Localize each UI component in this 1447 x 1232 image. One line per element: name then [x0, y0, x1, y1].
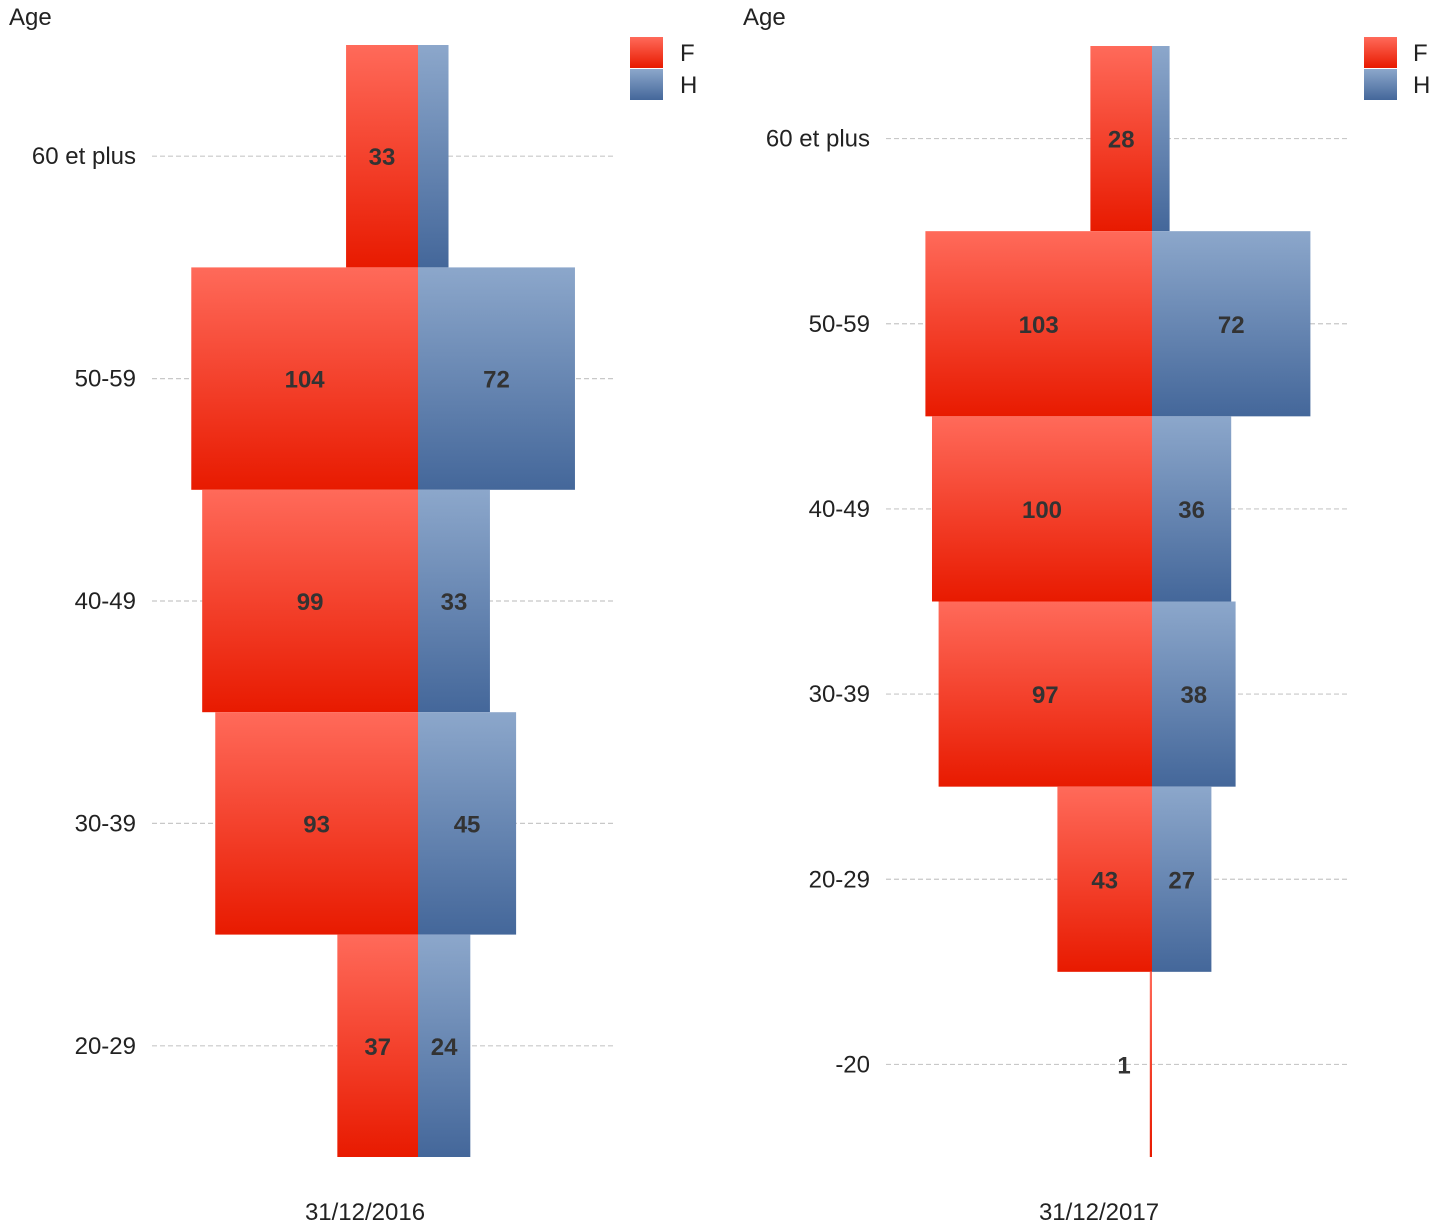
y-tick-label: 50-59 — [809, 311, 870, 338]
value-label-F: 43 — [1091, 867, 1118, 894]
bar-H — [418, 45, 449, 268]
value-label-H: 45 — [454, 811, 481, 838]
legend: FH — [1364, 37, 1430, 100]
bar-H — [1152, 231, 1311, 417]
bar-H — [1152, 416, 1232, 602]
y-tick-label: 30-39 — [75, 810, 136, 837]
value-label-F: 37 — [364, 1034, 391, 1061]
legend-swatch-H — [1364, 69, 1397, 100]
y-tick-label: 20-29 — [75, 1033, 136, 1060]
value-label-F: 93 — [303, 811, 330, 838]
legend-label-F: F — [680, 40, 695, 67]
bar-H — [1152, 601, 1236, 787]
value-label-H: 27 — [1168, 867, 1195, 894]
bar-H — [418, 712, 517, 935]
legend-swatch-F — [1364, 37, 1397, 68]
bar-F — [925, 231, 1152, 417]
x-axis-label: 31/12/2017 — [1039, 1199, 1159, 1226]
value-label-F: 33 — [369, 144, 396, 171]
bar-F — [938, 601, 1152, 787]
y-axis-title: Age — [9, 4, 52, 31]
bar-H — [1152, 46, 1170, 232]
value-label-F: 28 — [1108, 127, 1135, 154]
x-axis-label: 31/12/2016 — [305, 1199, 425, 1226]
y-tick-label: 20-29 — [809, 866, 870, 893]
y-tick-label: 40-49 — [809, 496, 870, 523]
value-label-F: 103 — [1019, 312, 1059, 339]
legend-label-H: H — [680, 72, 697, 99]
bar-F — [337, 934, 418, 1157]
y-tick-label: 50-59 — [75, 366, 136, 393]
bar-H — [418, 934, 471, 1157]
bar-F — [1057, 786, 1152, 972]
y-tick-label: 60 et plus — [32, 143, 136, 170]
value-label-H: 38 — [1180, 682, 1207, 709]
bar-H — [418, 267, 575, 490]
pyramid-panel-2: Age 60 et plus 50-59 40-49 30-39 20-29 -20 28 10… — [743, 4, 1430, 1226]
bar-H — [418, 489, 490, 713]
bar-F — [202, 489, 418, 713]
value-label-F: 99 — [297, 589, 324, 616]
value-label-H: 24 — [431, 1034, 458, 1061]
value-label-H: 72 — [483, 367, 510, 394]
value-label-F: 97 — [1032, 682, 1059, 709]
y-tick-label: 40-49 — [75, 588, 136, 615]
pyramid-panel-1: Age 60 et plus 50-59 40-49 30-39 20-29 33 104 72… — [9, 4, 697, 1226]
legend-swatch-F — [630, 37, 663, 68]
bar-F — [1090, 46, 1152, 232]
value-label-F: 104 — [285, 367, 326, 394]
y-tick-label: 60 et plus — [766, 126, 870, 153]
bar-F — [932, 416, 1152, 602]
y-axis-title: Age — [743, 4, 786, 31]
y-tick-label: 30-39 — [809, 681, 870, 708]
value-label-F: 100 — [1022, 497, 1062, 524]
value-label-F: 1 — [1117, 1052, 1130, 1079]
value-label-H: 72 — [1218, 312, 1245, 339]
value-label-H: 36 — [1178, 497, 1205, 524]
legend-swatch-H — [630, 69, 663, 100]
bar-F — [215, 712, 418, 935]
bar-H — [1152, 786, 1212, 972]
y-tick-label: -20 — [835, 1051, 870, 1078]
legend-label-F: F — [1413, 40, 1428, 67]
bar-F — [1149, 971, 1152, 1157]
legend-label-H: H — [1413, 72, 1430, 99]
bar-F — [191, 267, 418, 490]
bar-F — [346, 45, 418, 268]
value-label-H: 33 — [441, 589, 468, 616]
legend: FH — [630, 37, 697, 100]
